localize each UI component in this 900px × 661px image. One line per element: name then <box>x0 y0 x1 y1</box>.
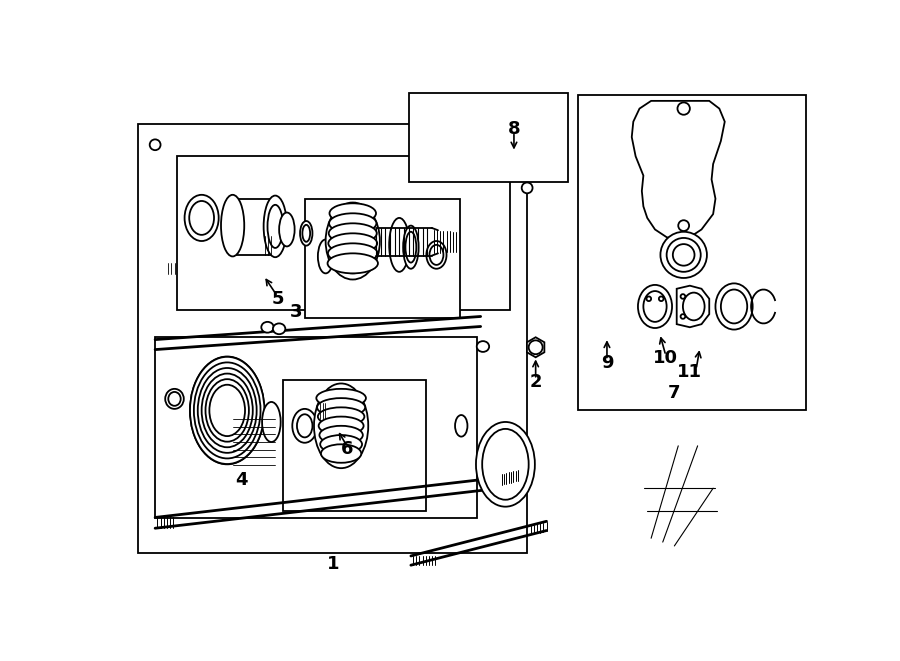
Ellipse shape <box>149 139 160 150</box>
Ellipse shape <box>205 379 249 442</box>
Ellipse shape <box>320 426 363 444</box>
Ellipse shape <box>273 323 285 334</box>
Ellipse shape <box>318 239 333 274</box>
Ellipse shape <box>716 284 752 330</box>
Ellipse shape <box>292 409 317 443</box>
Ellipse shape <box>314 383 368 468</box>
Ellipse shape <box>522 182 533 193</box>
Bar <box>410 93 568 182</box>
Ellipse shape <box>331 209 374 274</box>
Ellipse shape <box>300 221 312 246</box>
Ellipse shape <box>262 402 281 442</box>
Polygon shape <box>632 101 724 241</box>
Text: 5: 5 <box>271 290 284 308</box>
Text: 3: 3 <box>290 303 302 321</box>
Ellipse shape <box>679 220 689 231</box>
Ellipse shape <box>482 429 528 500</box>
Ellipse shape <box>198 368 256 453</box>
Ellipse shape <box>166 389 184 409</box>
Ellipse shape <box>389 218 410 272</box>
Ellipse shape <box>477 341 490 352</box>
Ellipse shape <box>318 407 364 426</box>
Ellipse shape <box>455 415 467 437</box>
Text: 4: 4 <box>236 471 248 488</box>
Bar <box>176 156 510 310</box>
Ellipse shape <box>328 243 378 263</box>
Ellipse shape <box>673 244 695 266</box>
Ellipse shape <box>680 314 685 319</box>
Bar <box>138 124 527 553</box>
Ellipse shape <box>429 245 444 265</box>
Ellipse shape <box>328 223 377 243</box>
Ellipse shape <box>190 356 265 464</box>
Polygon shape <box>232 199 275 255</box>
Ellipse shape <box>328 253 378 274</box>
Text: 10: 10 <box>653 349 679 367</box>
Ellipse shape <box>168 392 181 406</box>
Text: 7: 7 <box>668 385 680 403</box>
Ellipse shape <box>646 297 651 301</box>
Ellipse shape <box>297 414 312 438</box>
Bar <box>305 199 460 318</box>
Ellipse shape <box>659 297 663 301</box>
Polygon shape <box>526 337 544 358</box>
Ellipse shape <box>638 285 672 328</box>
Ellipse shape <box>189 201 214 235</box>
Ellipse shape <box>302 225 310 242</box>
Ellipse shape <box>321 444 361 463</box>
Ellipse shape <box>405 232 417 262</box>
Text: 11: 11 <box>678 363 702 381</box>
Bar <box>283 379 427 510</box>
Ellipse shape <box>403 225 418 269</box>
Ellipse shape <box>328 233 377 253</box>
Ellipse shape <box>721 290 747 323</box>
Ellipse shape <box>528 340 543 354</box>
Ellipse shape <box>267 205 283 248</box>
Ellipse shape <box>329 204 376 223</box>
Ellipse shape <box>264 196 287 257</box>
Ellipse shape <box>279 213 294 247</box>
Ellipse shape <box>317 398 365 416</box>
Text: 6: 6 <box>341 440 354 458</box>
Bar <box>155 337 477 518</box>
Text: 1: 1 <box>327 555 339 574</box>
Ellipse shape <box>190 357 265 464</box>
Text: 9: 9 <box>600 354 613 371</box>
Ellipse shape <box>319 416 364 435</box>
Ellipse shape <box>184 195 219 241</box>
Ellipse shape <box>678 102 690 115</box>
Ellipse shape <box>210 385 245 436</box>
Ellipse shape <box>667 238 701 272</box>
Ellipse shape <box>680 294 685 299</box>
Ellipse shape <box>221 195 244 256</box>
Text: 2: 2 <box>529 373 542 391</box>
Bar <box>578 95 806 410</box>
Ellipse shape <box>427 241 446 269</box>
Ellipse shape <box>320 435 362 453</box>
Ellipse shape <box>476 422 535 507</box>
Polygon shape <box>677 286 709 327</box>
Ellipse shape <box>326 202 380 280</box>
Ellipse shape <box>316 389 366 407</box>
Ellipse shape <box>644 291 667 322</box>
Ellipse shape <box>202 373 253 447</box>
Ellipse shape <box>683 293 705 321</box>
Ellipse shape <box>329 214 376 233</box>
Ellipse shape <box>661 232 707 278</box>
Text: 8: 8 <box>508 120 520 138</box>
Ellipse shape <box>261 322 274 332</box>
Ellipse shape <box>194 362 260 459</box>
